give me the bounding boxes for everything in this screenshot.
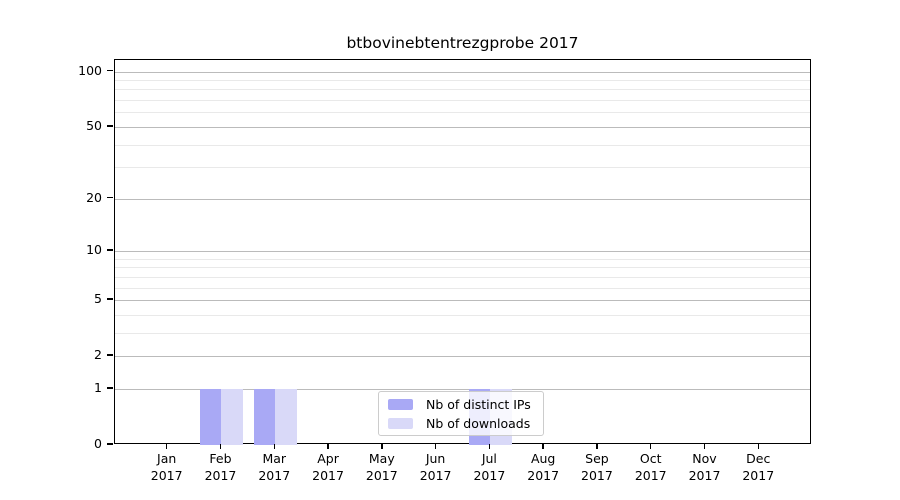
y-tick-mark (107, 196, 113, 199)
y-tick-mark (107, 125, 113, 127)
y-tick-mark (107, 69, 113, 72)
gridline-minor (115, 287, 810, 289)
legend-swatch-downloads (388, 417, 413, 429)
x-tick-mark (542, 444, 544, 449)
x-tick-month: Jan (157, 451, 177, 466)
x-tick-month: May (368, 451, 395, 466)
gridline-major (115, 300, 810, 302)
x-tick-label: Jul 2017 (457, 450, 521, 484)
legend-label-distinct-ips: Nb of distinct IPs (426, 396, 531, 412)
x-tick-year: 2017 (688, 468, 721, 483)
gridline-major (115, 388, 810, 390)
y-tick-label: 10 (86, 241, 102, 257)
x-tick-month: Aug (530, 451, 556, 466)
x-tick-month: Sep (585, 451, 609, 466)
gridline-minor (115, 144, 810, 146)
gridline-minor (115, 80, 810, 82)
legend-swatch-distinct-ips (388, 398, 413, 410)
x-tick-mark (327, 444, 329, 449)
legend-label-downloads: Nb of downloads (426, 415, 531, 431)
y-tick-mark (107, 298, 113, 300)
y-tick-mark (107, 387, 113, 389)
x-tick-month: Jun (425, 451, 446, 466)
x-tick-mark (434, 444, 437, 449)
x-tick-year: 2017 (150, 468, 183, 483)
gridline-minor (115, 167, 810, 169)
x-tick-label: Feb 2017 (188, 450, 252, 484)
x-tick-label: Jan 2017 (135, 450, 199, 484)
bar-distinct-ips (253, 388, 276, 445)
x-tick-label: Nov 2017 (673, 450, 737, 484)
x-tick-label: May 2017 (350, 450, 414, 484)
x-tick-month: Feb (209, 451, 232, 466)
x-tick-label: Oct 2017 (619, 450, 683, 484)
x-tick-month: Apr (317, 451, 339, 466)
x-tick-label: Jun 2017 (404, 450, 468, 484)
x-tick-year: 2017 (204, 468, 237, 483)
x-tick-mark (381, 444, 383, 449)
x-tick-month: Nov (692, 451, 717, 466)
gridline-major (115, 126, 810, 128)
x-tick-month: Dec (746, 451, 771, 466)
x-tick-month: Jul (481, 451, 497, 466)
x-tick-year: 2017 (581, 468, 613, 483)
y-tick-label: 100 (78, 62, 102, 78)
plot-area: Nb of distinct IPs Nb of downloads (114, 59, 811, 445)
gridline-minor (115, 314, 810, 316)
gridline-major (115, 250, 810, 252)
legend: Nb of distinct IPs Nb of downloads (378, 391, 544, 436)
gridline-major (115, 198, 810, 200)
y-tick-mark (107, 354, 113, 356)
x-tick-year: 2017 (473, 468, 506, 483)
bar-downloads (221, 388, 243, 445)
bar-downloads (275, 388, 297, 445)
x-tick-year: 2017 (742, 468, 775, 483)
y-tick-mark (107, 443, 113, 445)
x-tick-month: Oct (639, 451, 662, 466)
y-tick-label: 5 (94, 291, 102, 307)
x-tick-mark (703, 444, 706, 449)
x-tick-month: Mar (262, 451, 287, 466)
x-tick-mark (488, 444, 491, 449)
x-tick-label: Mar 2017 (242, 450, 306, 484)
gridline-minor (115, 112, 810, 114)
x-tick-label: Dec 2017 (726, 450, 790, 484)
chart-title: btbovinebtentrezgprobe 2017 (346, 34, 579, 52)
y-tick-label: 2 (94, 347, 102, 363)
x-tick-mark (757, 444, 760, 449)
x-tick-mark (219, 444, 222, 449)
x-tick-mark (273, 444, 275, 449)
x-tick-label: Sep 2017 (565, 450, 629, 484)
gridline-major (115, 71, 810, 73)
y-tick-label: 0 (94, 436, 102, 451)
y-tick-label: 50 (86, 117, 102, 133)
x-tick-year: 2017 (258, 468, 291, 483)
x-tick-year: 2017 (634, 468, 667, 483)
gridline-minor (115, 100, 810, 102)
x-tick-year: 2017 (527, 468, 560, 483)
y-tick-label: 1 (94, 379, 102, 395)
x-tick-year: 2017 (419, 468, 452, 483)
y-tick-mark (107, 249, 113, 251)
gridline-minor (115, 258, 810, 260)
gridline-major (115, 356, 810, 358)
gridline-minor (115, 332, 810, 334)
x-tick-mark (649, 444, 652, 449)
x-tick-year: 2017 (312, 468, 344, 483)
bar-distinct-ips (200, 388, 222, 445)
legend-entry-downloads: Nb of downloads (388, 416, 534, 431)
legend-entry-distinct-ips: Nb of distinct IPs (388, 397, 534, 412)
x-tick-label: Apr 2017 (296, 450, 360, 484)
gridline-minor (115, 276, 810, 278)
x-tick-label: Aug 2017 (511, 450, 575, 484)
gridline-minor (115, 267, 810, 269)
y-tick-label: 20 (86, 189, 102, 205)
x-tick-year: 2017 (365, 468, 398, 483)
gridline-minor (115, 89, 810, 91)
x-tick-mark (596, 444, 598, 449)
x-tick-mark (165, 444, 168, 449)
